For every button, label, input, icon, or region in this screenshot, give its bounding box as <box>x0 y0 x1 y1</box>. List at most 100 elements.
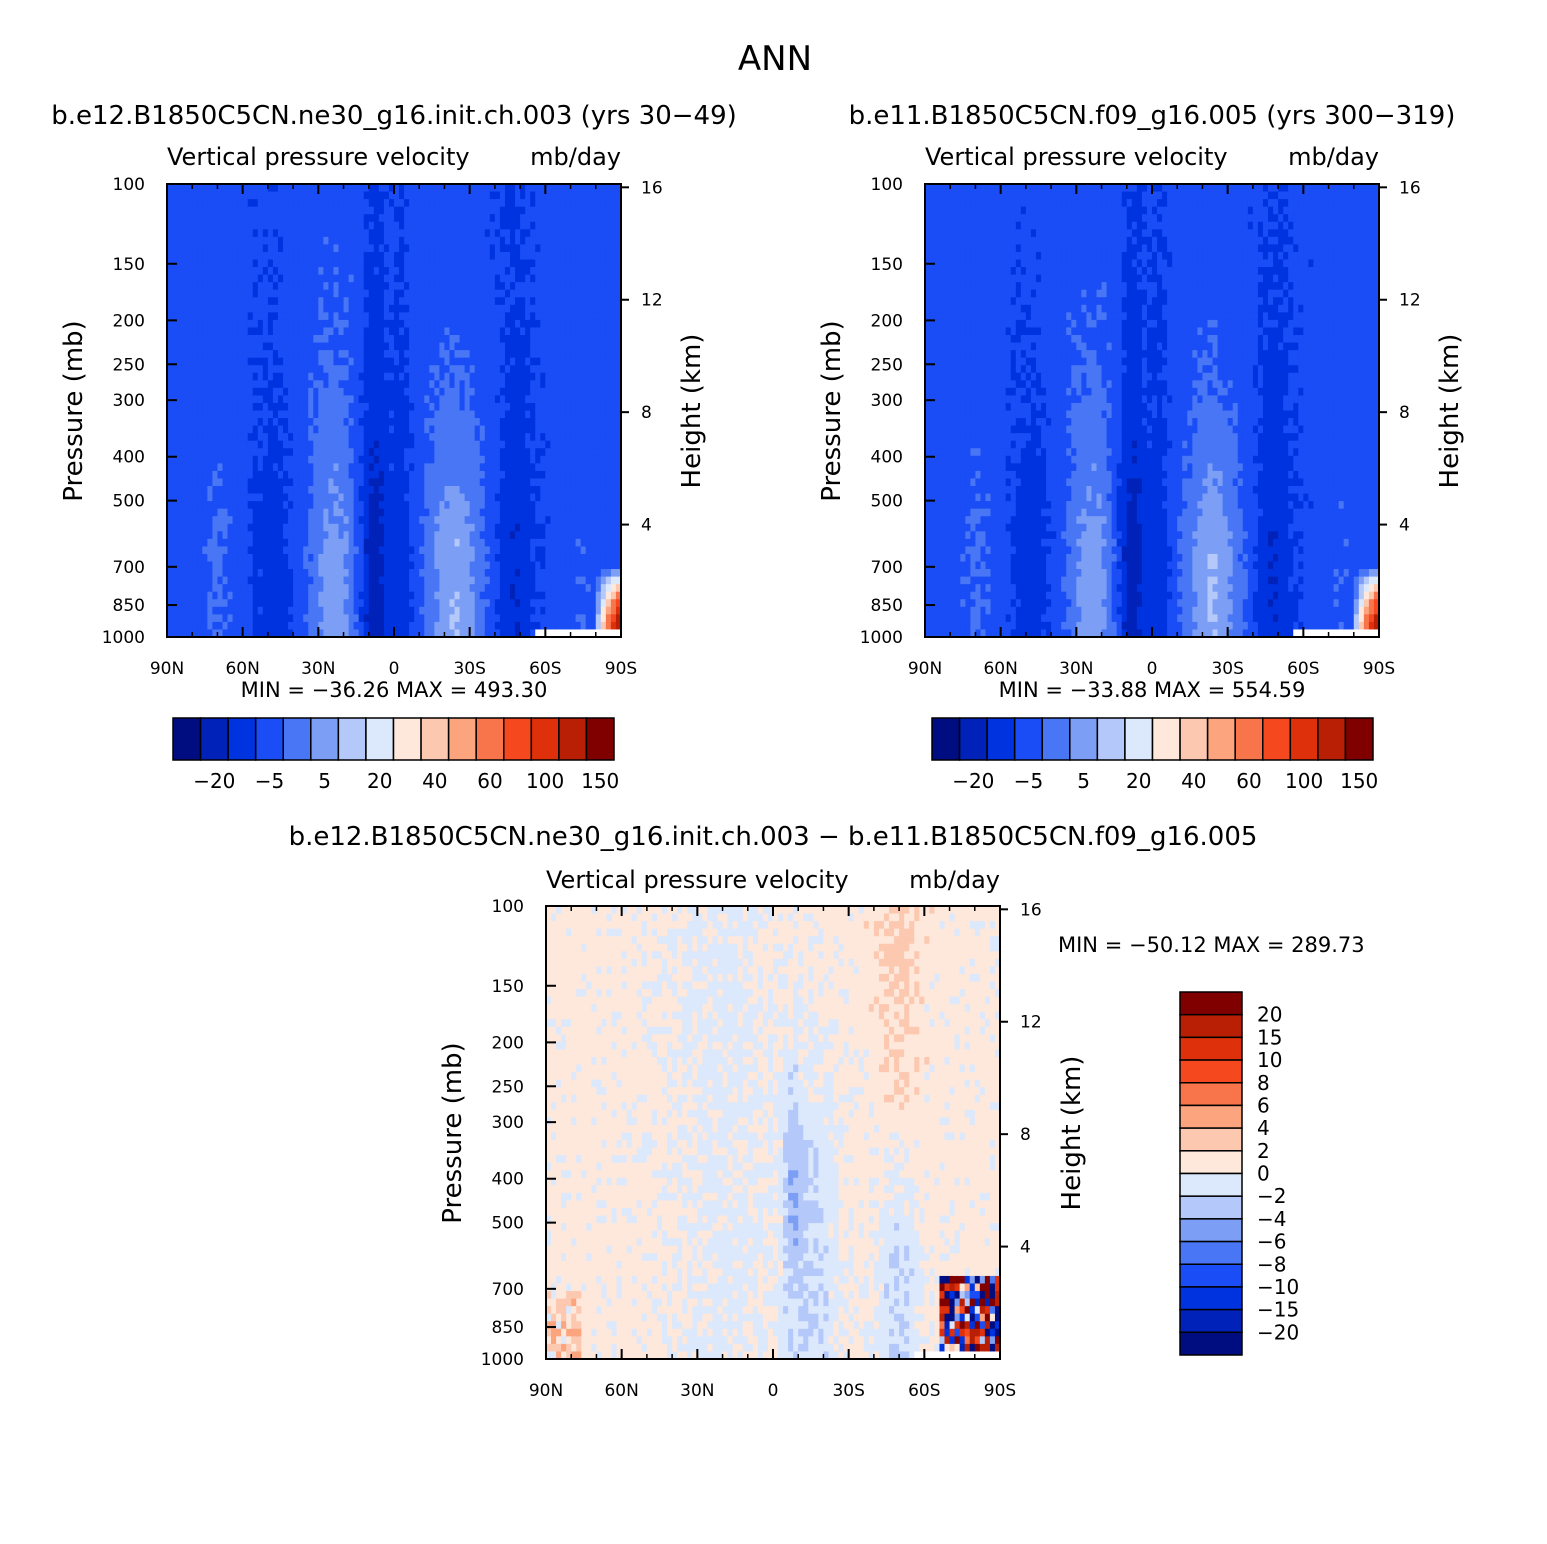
heatmap-cell <box>474 486 481 495</box>
heatmap-cell <box>434 553 440 563</box>
heatmap-cell <box>510 395 516 404</box>
heatmap-cell <box>504 478 511 487</box>
heatmap-cell <box>247 244 254 253</box>
heatmap-cell <box>419 274 425 283</box>
heatmap-cell <box>313 191 319 200</box>
heatmap-cell <box>454 251 461 261</box>
heatmap-cell <box>207 304 213 313</box>
heatmap-cell <box>308 402 314 412</box>
heatmap-cell <box>520 335 526 344</box>
heatmap-cell <box>580 629 587 637</box>
heatmap-cell <box>515 236 521 245</box>
heatmap-cell <box>313 606 319 615</box>
heatmap-cell <box>429 486 435 495</box>
heatmap-cell <box>272 478 279 487</box>
heatmap-cell <box>499 229 506 238</box>
heatmap-cell <box>560 463 567 472</box>
heatmap-cell <box>318 425 324 434</box>
heatmap-cell <box>323 365 330 374</box>
heatmap-cell <box>383 546 390 555</box>
heatmap-cell <box>454 546 461 555</box>
heatmap-cell <box>515 267 521 276</box>
heatmap-cell <box>207 418 213 427</box>
heatmap-cell <box>399 591 405 600</box>
heatmap-cell <box>540 614 546 623</box>
heatmap-cell <box>298 319 304 329</box>
heatmap-cell <box>318 531 324 540</box>
heatmap-cell <box>439 569 446 578</box>
heatmap-cell <box>373 410 380 419</box>
heatmap-cell <box>227 236 234 245</box>
heatmap-cell <box>499 425 506 434</box>
heatmap-cell <box>293 312 299 321</box>
heatmap-cell <box>333 410 340 419</box>
heatmap-cell <box>550 402 557 412</box>
heatmap-cell <box>575 576 582 585</box>
heatmap-cell <box>419 569 425 578</box>
heatmap-cell <box>489 448 496 457</box>
heatmap-cell <box>555 606 562 615</box>
heatmap-cell <box>323 470 330 480</box>
heatmap-cell <box>323 335 330 344</box>
heatmap-cell <box>227 455 234 464</box>
heatmap-cell <box>378 463 385 472</box>
heatmap-cell <box>540 440 546 449</box>
heatmap-cell <box>580 372 587 381</box>
heatmap-cell <box>494 621 501 631</box>
heatmap-cell <box>338 463 345 472</box>
heatmap-cell <box>409 493 415 502</box>
heatmap-cell <box>277 553 284 563</box>
heatmap-cell <box>560 244 567 253</box>
heatmap-cell <box>479 335 486 344</box>
heatmap-cell <box>202 591 208 600</box>
heatmap-cell <box>207 546 213 555</box>
heatmap-cell <box>313 455 319 464</box>
heatmap-cell <box>298 327 304 336</box>
heatmap-cell <box>272 614 279 623</box>
heatmap-cell <box>167 501 173 510</box>
heatmap-cell <box>288 501 294 510</box>
heatmap-cell <box>252 478 259 487</box>
heatmap-cell <box>237 486 244 495</box>
heatmap-cell <box>555 297 562 306</box>
heatmap-cell <box>469 584 476 593</box>
heatmap-cell <box>383 463 390 472</box>
heatmap-cell <box>484 606 491 615</box>
heatmap-cell <box>358 433 365 442</box>
heatmap-cell <box>469 470 476 480</box>
heatmap-cell <box>308 251 314 261</box>
heatmap-cell <box>484 267 491 276</box>
heatmap-cell <box>444 553 451 563</box>
heatmap-cell <box>343 561 350 570</box>
heatmap-cell <box>308 395 314 404</box>
heatmap-cell <box>409 319 415 329</box>
heatmap-cell <box>343 304 350 313</box>
heatmap-cell <box>555 523 562 532</box>
heatmap-cell <box>242 493 249 502</box>
heatmap-cell <box>202 274 208 283</box>
heatmap-cell <box>328 387 335 396</box>
heatmap-cell <box>484 274 491 283</box>
heatmap-cell <box>202 251 208 261</box>
heatmap-cell <box>540 402 546 412</box>
heatmap-cell <box>328 538 335 547</box>
heatmap-cell <box>222 410 229 419</box>
heatmap-cell <box>545 236 551 245</box>
heatmap-cell <box>353 319 360 329</box>
heatmap-cell <box>288 387 294 396</box>
heatmap-cell <box>535 312 541 321</box>
heatmap-cell <box>510 425 516 434</box>
heatmap-cell <box>338 319 345 329</box>
heatmap-cell <box>499 584 506 593</box>
heatmap-cell <box>227 606 234 615</box>
heatmap-cell <box>197 576 203 585</box>
heatmap-cell <box>479 576 486 585</box>
heatmap-cell <box>378 304 385 313</box>
heatmap-cell <box>272 214 279 223</box>
heatmap-cell <box>283 184 289 193</box>
heatmap-cell <box>358 546 365 555</box>
heatmap-cell <box>388 569 395 578</box>
heatmap-cell <box>535 455 541 464</box>
heatmap-cell <box>272 508 279 517</box>
heatmap-cell <box>399 448 405 457</box>
